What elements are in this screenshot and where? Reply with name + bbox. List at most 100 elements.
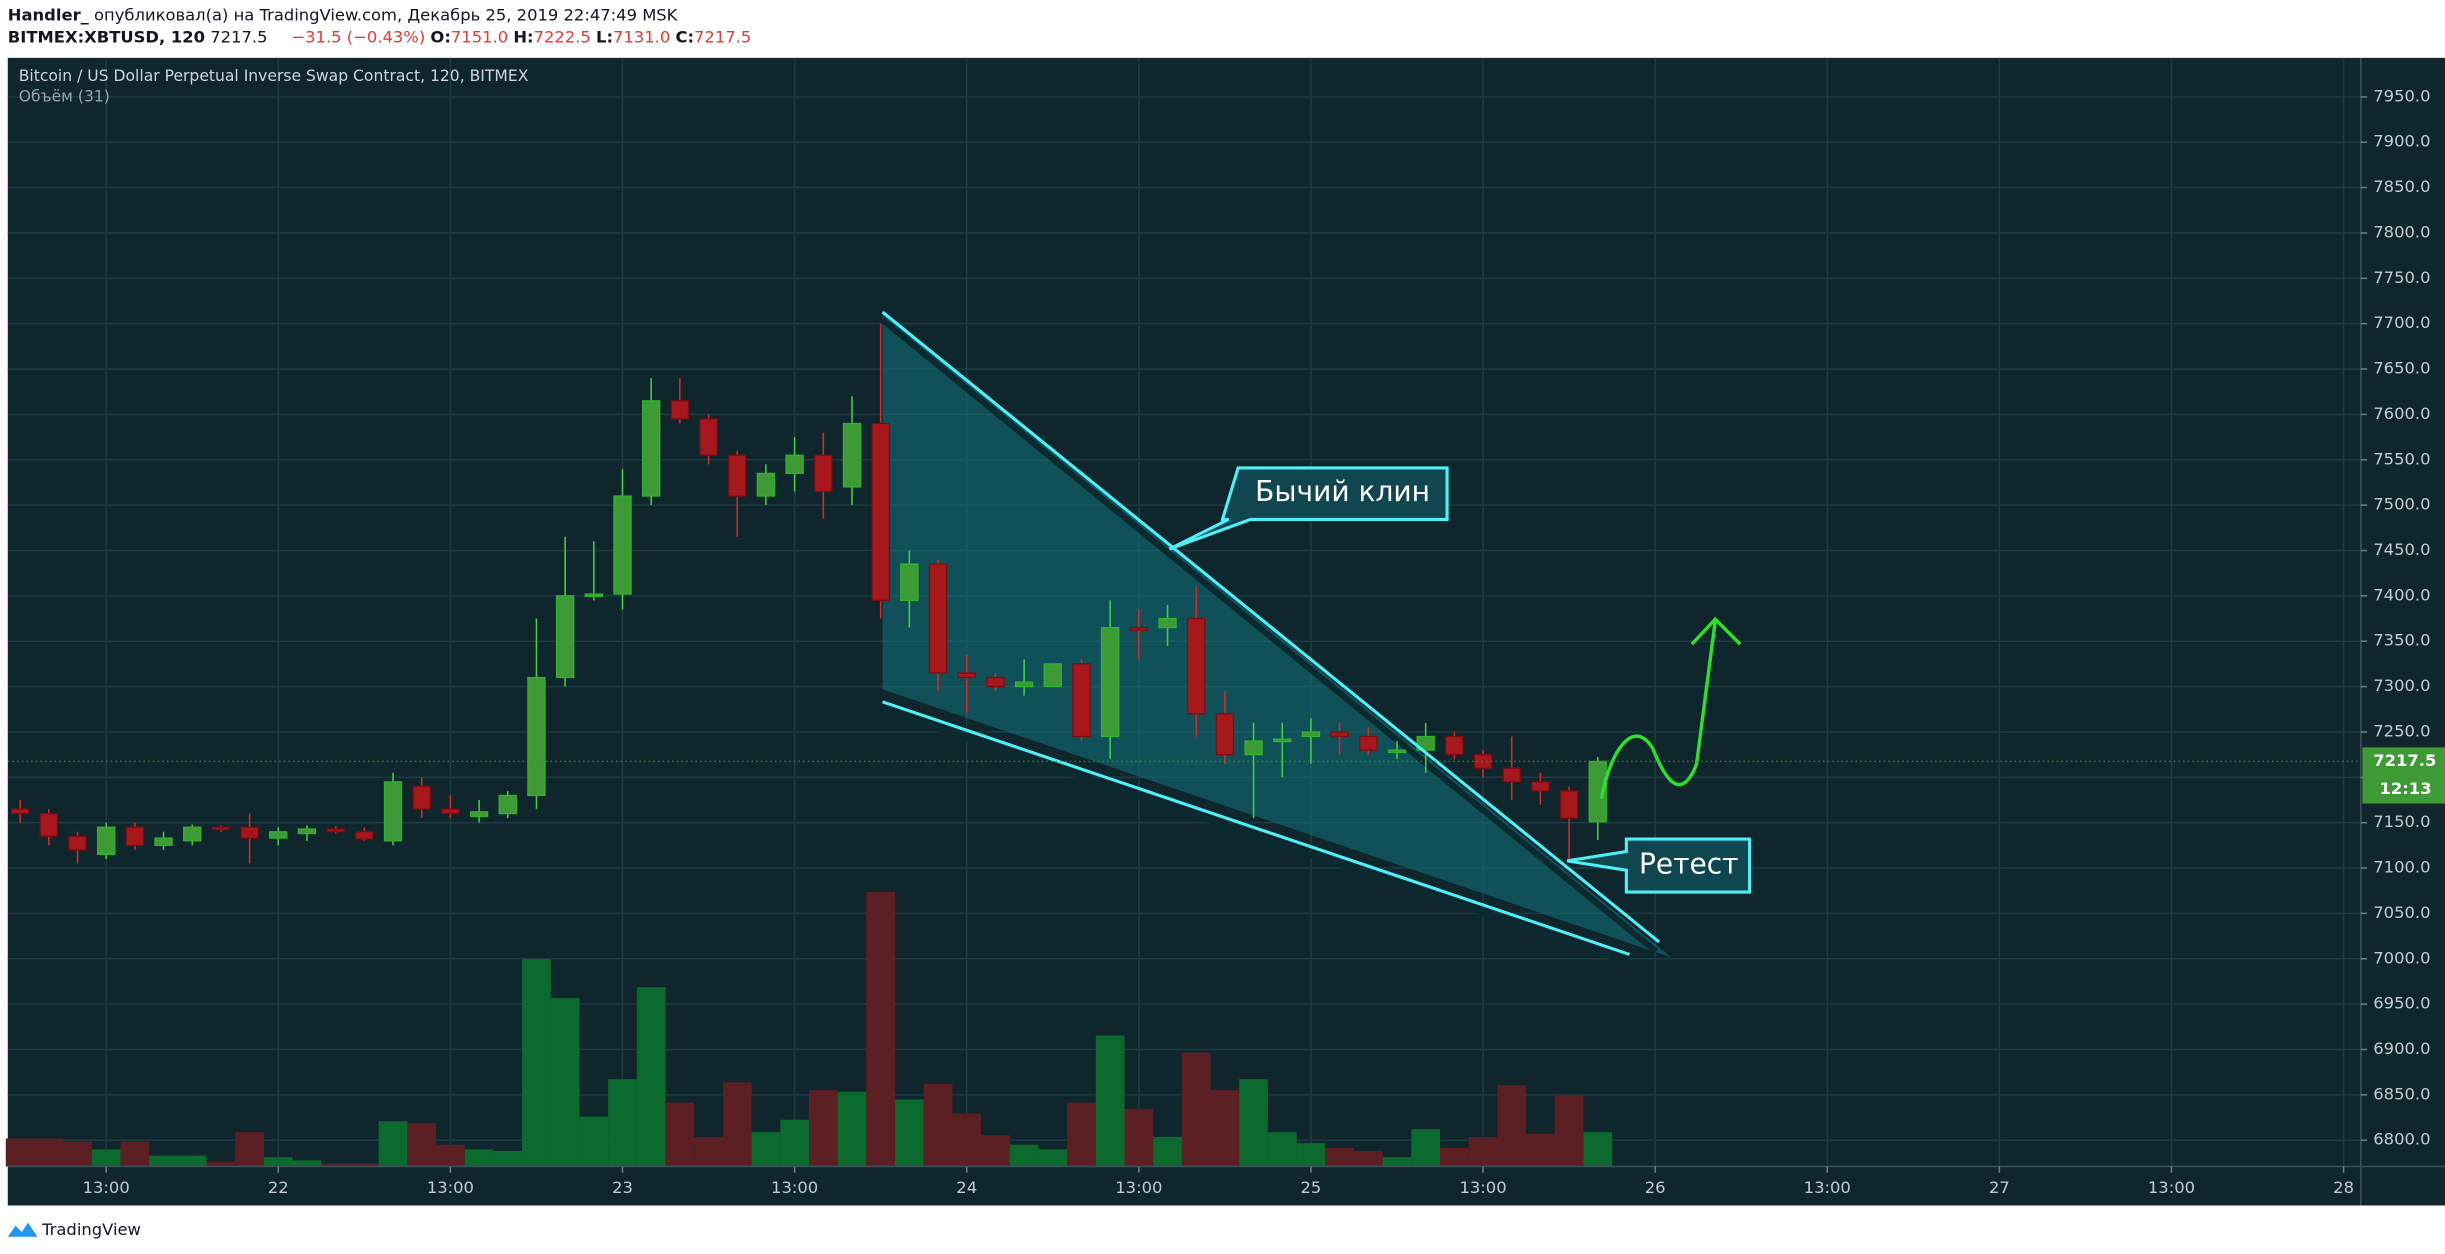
candle-body: [699, 418, 718, 456]
volume-bar: [350, 1163, 379, 1167]
quote-value: 7131.0: [613, 27, 670, 46]
change: −31.5 (−0.43%): [291, 27, 425, 46]
quote-label: H:: [513, 27, 533, 46]
candle-body: [1387, 749, 1407, 754]
volume-bar: [1497, 1085, 1527, 1167]
footer: [0, 1205, 2445, 1254]
x-tick-label: 13:00: [83, 1178, 130, 1197]
chart-title: Bitcoin / US Dollar Perpetual Inverse Sw…: [19, 67, 529, 85]
y-tick-label: 7600.0: [2373, 404, 2430, 423]
volume-bar: [1239, 1079, 1268, 1167]
candle-body: [1273, 738, 1292, 743]
grid: [7, 57, 2361, 1167]
volume-bar: [1009, 1144, 1039, 1167]
callout-box: [1566, 837, 1752, 894]
forecast-arrow: [1599, 616, 1742, 799]
y-tick-label: 7950.0: [2373, 86, 2430, 105]
volume-bar: [34, 1138, 64, 1167]
volume-bar: [579, 1116, 609, 1167]
candle-body: [183, 826, 202, 842]
y-tick-label: 7100.0: [2373, 858, 2430, 877]
candle-body: [1072, 663, 1091, 738]
volume-bar: [923, 1083, 953, 1167]
callout-box: [1168, 466, 1449, 551]
volume-pane: [5, 892, 1613, 1167]
brand: TradingView: [41, 1220, 141, 1239]
candle-body: [613, 495, 632, 595]
header: Handler_ опубликовал(а) на TradingView.c…: [8, 5, 751, 46]
y-tick-label: 6850.0: [2373, 1084, 2430, 1103]
candle-body: [1244, 740, 1263, 756]
candle-body: [211, 826, 231, 831]
volume-bar: [636, 987, 666, 1167]
x-tick-label: 13:00: [1115, 1178, 1162, 1197]
candle-body: [871, 422, 890, 602]
brand-logo: [7, 1222, 38, 1237]
candle-body: [383, 781, 403, 842]
y-tick-label: 7250.0: [2373, 721, 2430, 740]
candle-body: [842, 422, 862, 488]
candle-body: [1043, 663, 1062, 688]
candle-body: [10, 808, 30, 815]
candle-body: [498, 794, 517, 815]
candle-body: [154, 837, 173, 846]
quote-value: 7222.5: [534, 27, 591, 46]
price: 7217.5: [210, 27, 267, 46]
volume-bar: [866, 892, 896, 1167]
candle-body: [1531, 781, 1550, 792]
publish-line: Handler_ опубликовал(а) на TradingView.c…: [8, 5, 679, 24]
candle-body: [326, 828, 345, 833]
volume-bar: [1411, 1129, 1441, 1167]
candle-body: [670, 400, 690, 420]
volume-bar: [837, 1091, 867, 1167]
volume-bar: [91, 1149, 121, 1167]
volume-bar: [1526, 1133, 1555, 1167]
x-tick-label: 22: [268, 1178, 289, 1197]
volume-bar: [608, 1079, 637, 1167]
countdown: 12:13: [2380, 779, 2432, 798]
candle-body: [1215, 713, 1235, 756]
x-tick-label: 24: [956, 1178, 977, 1197]
y-tick-label: 6950.0: [2373, 994, 2430, 1013]
volume-bar: [550, 998, 580, 1167]
x-tick-label: 13:00: [427, 1178, 474, 1197]
y-tick-label: 7500.0: [2373, 495, 2430, 514]
candle-body: [269, 831, 288, 839]
quote-label: O:: [430, 27, 450, 46]
volume-label: Объём (31): [19, 87, 110, 105]
y-tick-label: 7350.0: [2373, 631, 2430, 650]
volume-bar: [1153, 1136, 1182, 1167]
candle-body: [441, 808, 460, 815]
candle-body: [928, 563, 948, 674]
candle-body: [1100, 626, 1120, 738]
volume-bar: [120, 1141, 150, 1167]
candle-body: [756, 472, 776, 497]
volume-bar: [206, 1161, 236, 1167]
author: Handler_: [8, 5, 90, 24]
callout-text: Бычий клин: [1255, 475, 1430, 508]
volume-bar: [895, 1099, 924, 1167]
candle-body: [1014, 681, 1034, 688]
wedge-shadow: [881, 706, 1631, 966]
price-tag-text: 7217.5: [2373, 751, 2436, 770]
wedge-upper: [881, 310, 1661, 944]
volume-bar: [665, 1102, 695, 1167]
volume-bar: [722, 1082, 752, 1167]
candle-body: [1187, 617, 1206, 715]
candle-body: [68, 835, 87, 851]
y-tick-label: 6800.0: [2373, 1130, 2430, 1149]
y-tick-label: 7300.0: [2373, 676, 2430, 695]
callout-text: Ретест: [1639, 848, 1739, 881]
y-tick-label: 7400.0: [2373, 585, 2430, 604]
candle-body: [297, 828, 317, 835]
x-tick-label: 23: [612, 1178, 633, 1197]
volume-bar: [1554, 1094, 1584, 1167]
candle-body: [986, 676, 1005, 688]
published: опубликовал(а) на TradingView.com, Декаб…: [94, 5, 679, 24]
volume-bar: [1583, 1132, 1613, 1167]
volume-bar: [522, 959, 551, 1167]
volume-bar: [149, 1155, 178, 1167]
volume-bar: [1468, 1136, 1498, 1167]
volume-bar: [235, 1132, 264, 1167]
